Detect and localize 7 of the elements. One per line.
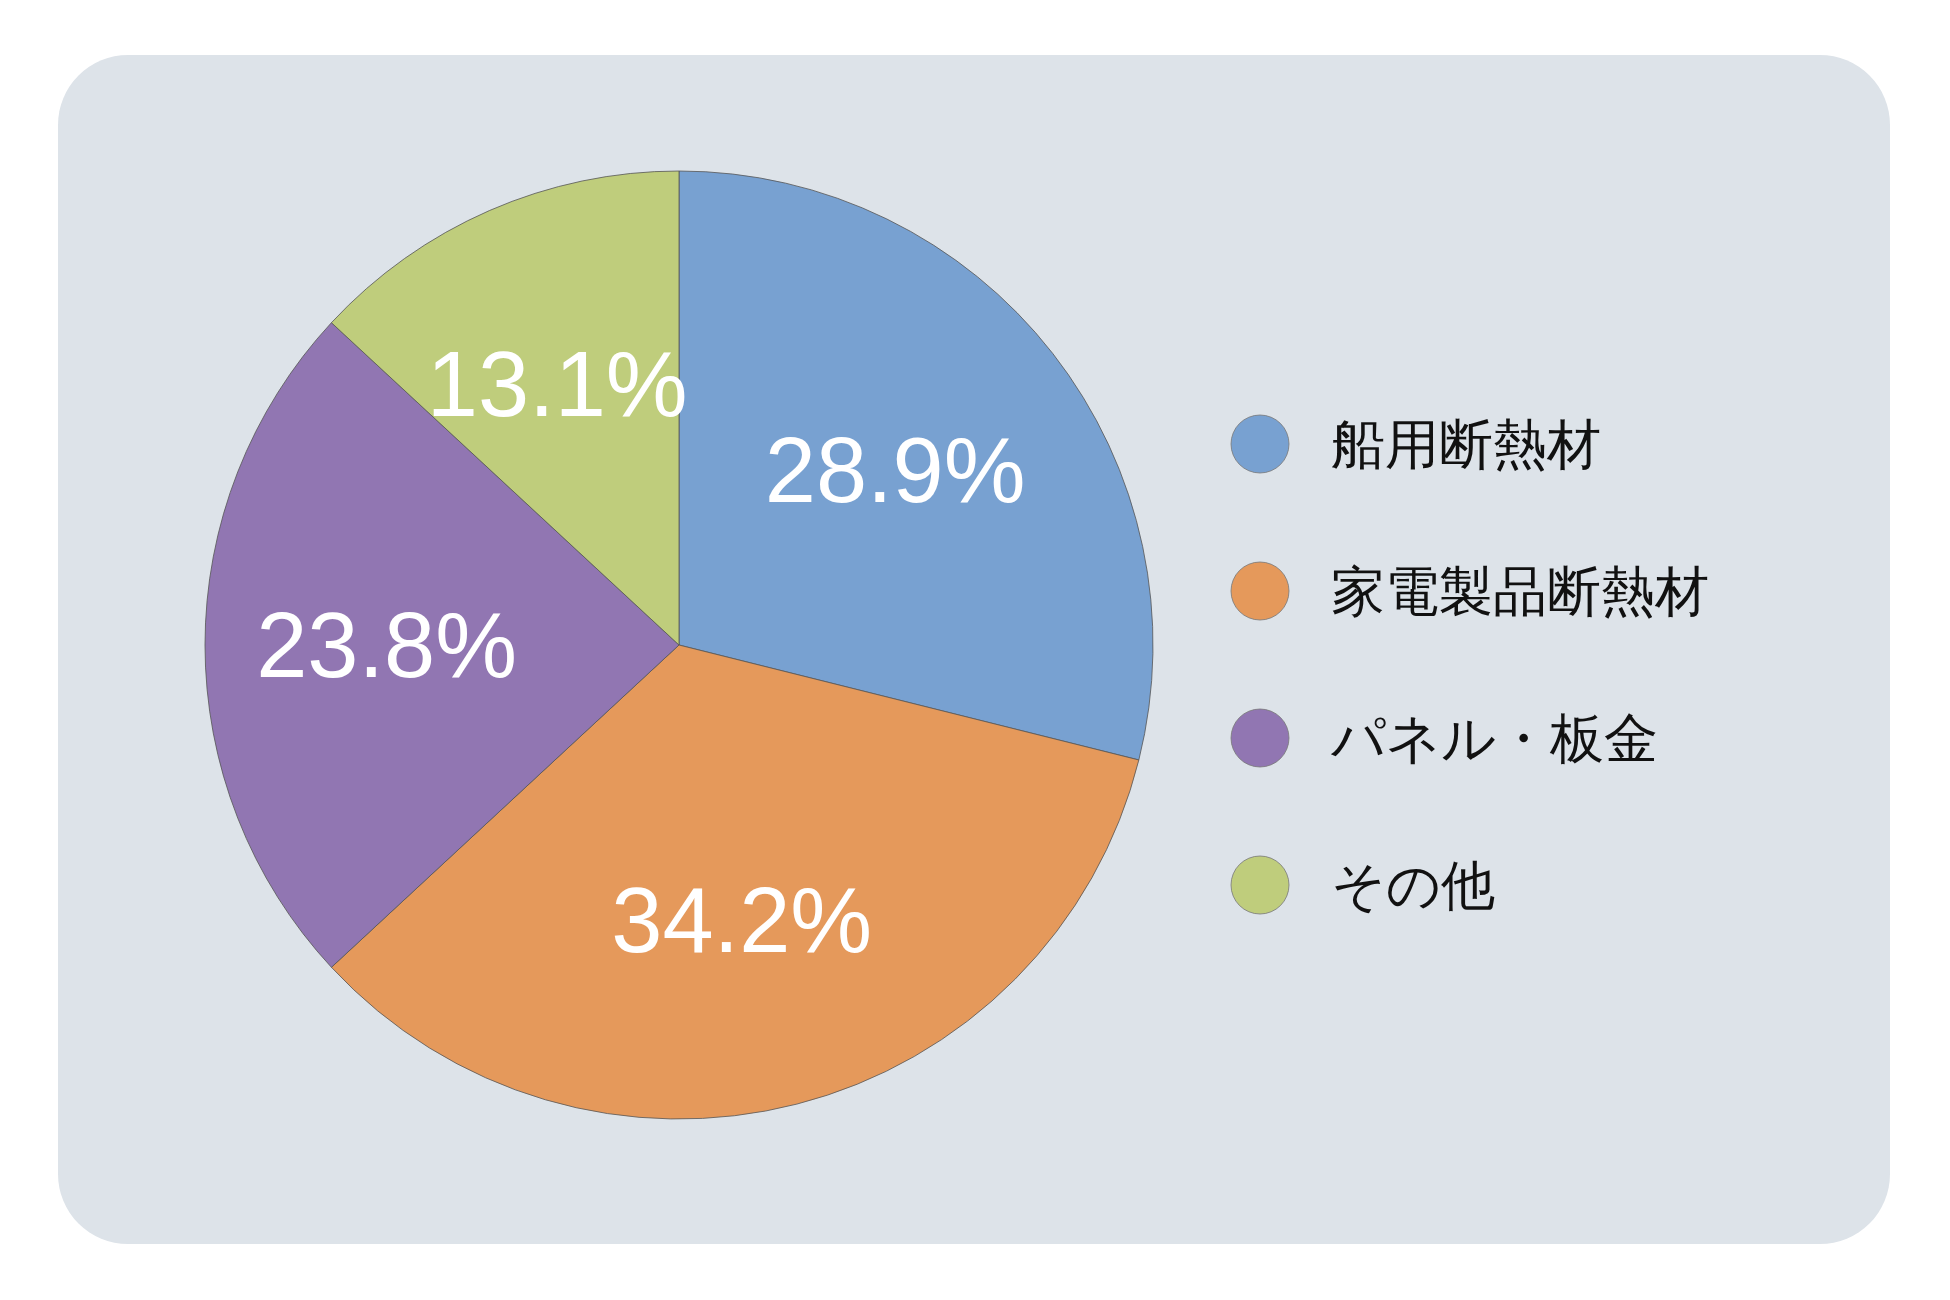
legend-label: その他 [1331,853,1495,917]
legend-label: パネル・板金 [1330,706,1658,770]
legend-label: 家電製品断熱材 [1331,559,1709,623]
data-label: 23.8% [256,594,518,696]
data-label: 34.2% [611,869,873,972]
data-label: 28.9% [764,418,1026,521]
legend-label: 船用断熱材 [1331,412,1601,476]
